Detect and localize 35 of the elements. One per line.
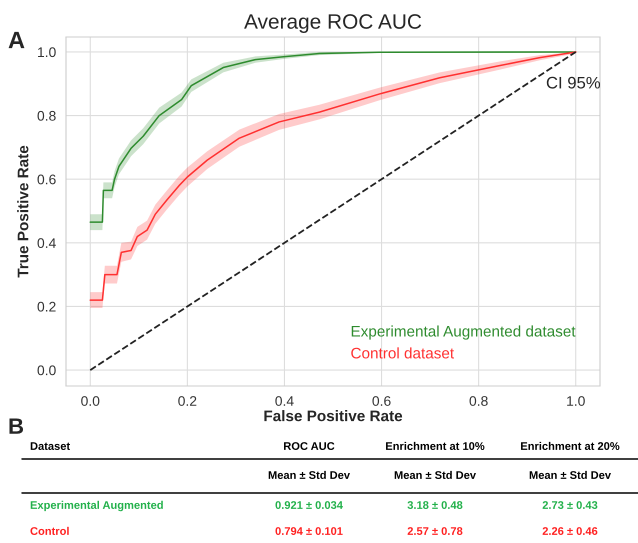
text: Experimental Augmented dataset (352, 325, 576, 340)
text: Enrichment at 10% (386, 442, 484, 450)
text: Enrichment at 20% (521, 442, 620, 450)
annotation: CI 95% (546, 76, 600, 89)
x-tick-label: 0.2 (178, 396, 196, 406)
y-tick-label: 0.8 (38, 110, 56, 121)
text: 0.794 ± 0.101 (276, 527, 343, 535)
text: 0.921 ± 0.034 (276, 501, 343, 509)
x-tick-label: 0.0 (81, 396, 100, 406)
text: 2.57 ± 0.78 (408, 527, 462, 535)
y-tick-label: 0.4 (38, 238, 56, 248)
text: Mean ± Std Dev (394, 470, 476, 479)
text: Mean ± Std Dev (268, 470, 350, 479)
x-tick-label: 0.4 (275, 396, 294, 406)
y-tick-label: 1.0 (38, 47, 56, 58)
x-tick-label: 0.8 (470, 396, 488, 406)
text: Control (30, 526, 69, 535)
text: B (9, 418, 24, 434)
chart-title: Average ROC AUC (244, 14, 422, 33)
text: A (8, 32, 24, 48)
text: Control dataset (351, 347, 454, 359)
y-tick-label: 0.0 (38, 365, 56, 376)
text: Experimental Augmented (30, 500, 163, 512)
y-tick-label: 0.2 (38, 302, 56, 312)
text: ROC AUC (284, 442, 334, 450)
x-tick-label: 1.0 (567, 396, 585, 406)
text: Mean ± Std Dev (530, 470, 611, 479)
y-tick-label: 0.6 (38, 174, 56, 184)
text: 2.26 ± 0.46 (542, 527, 598, 535)
text: 2.73 ± 0.43 (542, 501, 598, 509)
x-axis-title: False Positive Rate (264, 410, 402, 422)
x-tick-label: 0.6 (372, 396, 391, 406)
y-axis-title: True Positive Rate (17, 146, 28, 278)
text: 3.18 ± 0.48 (407, 501, 462, 509)
text: Dataset (30, 442, 70, 450)
